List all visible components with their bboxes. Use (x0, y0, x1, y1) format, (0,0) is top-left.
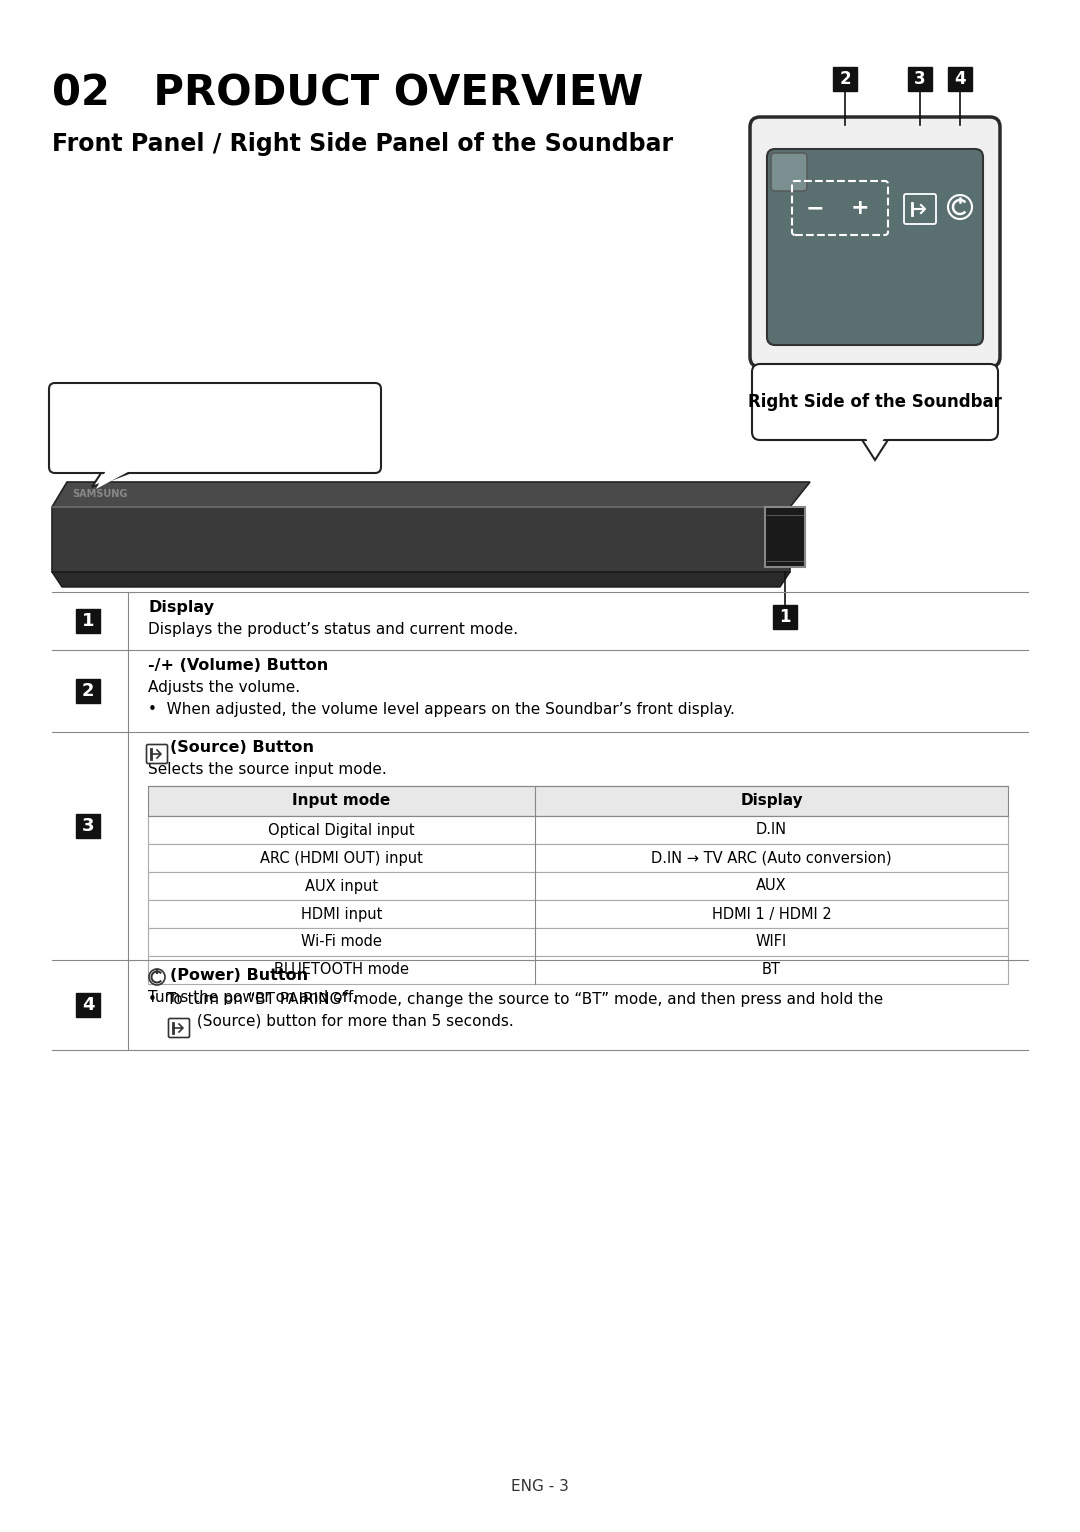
Circle shape (149, 970, 165, 985)
Bar (148, 928, 1008, 956)
FancyBboxPatch shape (168, 1019, 189, 1037)
Bar (833, 67, 858, 90)
Text: HDMI 1 / HDMI 2: HDMI 1 / HDMI 2 (712, 907, 832, 922)
Text: (Power) Button: (Power) Button (170, 968, 308, 984)
Polygon shape (96, 466, 141, 489)
FancyBboxPatch shape (765, 507, 805, 567)
Text: 3: 3 (82, 817, 94, 835)
Text: •  To turn on “BT PAIRING” mode, change the source to “BT” mode, and then press : • To turn on “BT PAIRING” mode, change t… (148, 993, 883, 1007)
Text: BLUETOOTH mode: BLUETOOTH mode (274, 962, 409, 977)
Text: •  When adjusted, the volume level appears on the Soundbar’s front display.: • When adjusted, the volume level appear… (148, 702, 734, 717)
Bar (148, 899, 1008, 928)
Text: -/+ (Volume) Button: -/+ (Volume) Button (148, 659, 328, 673)
Bar (908, 67, 932, 90)
Text: Wi-Fi mode: Wi-Fi mode (301, 935, 382, 950)
Bar (148, 872, 1008, 899)
FancyBboxPatch shape (771, 153, 807, 192)
FancyBboxPatch shape (752, 365, 998, 440)
Text: D.IN → TV ARC (Auto conversion): D.IN → TV ARC (Auto conversion) (651, 850, 892, 866)
Text: (Source) button for more than 5 seconds.: (Source) button for more than 5 seconds. (192, 1014, 514, 1030)
Text: +: + (851, 198, 869, 218)
Text: BT: BT (762, 962, 781, 977)
FancyBboxPatch shape (49, 383, 381, 473)
Polygon shape (52, 483, 810, 507)
Text: ARC (HDMI OUT) input: ARC (HDMI OUT) input (260, 850, 423, 866)
Text: Turns the power on and off.: Turns the power on and off. (148, 990, 357, 1005)
Text: SAMSUNG: SAMSUNG (72, 489, 127, 499)
Text: HDMI input: HDMI input (301, 907, 382, 922)
Text: SAMSUNG logo is located on the top.: SAMSUNG logo is located on the top. (69, 427, 365, 443)
Text: Front Panel / Right Side Panel of the Soundbar: Front Panel / Right Side Panel of the So… (52, 132, 673, 156)
Text: Position the product so that the: Position the product so that the (69, 401, 322, 417)
Text: Display: Display (148, 601, 214, 614)
Bar (148, 786, 1008, 817)
Text: ENG - 3: ENG - 3 (511, 1478, 569, 1494)
Text: 02   PRODUCT OVERVIEW: 02 PRODUCT OVERVIEW (52, 72, 644, 113)
Bar (948, 67, 972, 90)
Text: −: − (806, 198, 824, 218)
Bar (76, 679, 100, 703)
Text: Selects the source input mode.: Selects the source input mode. (148, 761, 387, 777)
Text: 4: 4 (82, 996, 94, 1014)
Polygon shape (861, 430, 889, 453)
Bar (148, 956, 1008, 984)
Text: WIFI: WIFI (756, 935, 787, 950)
FancyBboxPatch shape (750, 116, 1000, 368)
Text: Adjusts the volume.: Adjusts the volume. (148, 680, 300, 696)
Bar (76, 610, 100, 633)
Bar (148, 817, 1008, 844)
Text: 1: 1 (82, 611, 94, 630)
Polygon shape (858, 432, 893, 460)
Text: Optical Digital input: Optical Digital input (268, 823, 415, 838)
Text: 2: 2 (839, 70, 851, 87)
Text: AUX input: AUX input (305, 878, 378, 893)
Bar (76, 993, 100, 1017)
Text: Displays the product’s status and current mode.: Displays the product’s status and curren… (148, 622, 518, 637)
Text: Display: Display (740, 794, 802, 809)
Bar (773, 605, 797, 630)
FancyBboxPatch shape (767, 149, 983, 345)
FancyBboxPatch shape (147, 745, 167, 763)
Text: D.IN: D.IN (756, 823, 787, 838)
Text: Right Side of the Soundbar: Right Side of the Soundbar (748, 394, 1002, 411)
Text: 4: 4 (955, 70, 966, 87)
Text: 3: 3 (914, 70, 926, 87)
Text: Input mode: Input mode (293, 794, 391, 809)
Text: (Source) Button: (Source) Button (170, 740, 314, 755)
Polygon shape (52, 571, 789, 587)
Bar (148, 844, 1008, 872)
Bar (52, 507, 789, 571)
Polygon shape (92, 467, 145, 487)
Bar (76, 813, 100, 838)
Text: 1: 1 (780, 608, 791, 627)
Text: AUX: AUX (756, 878, 787, 893)
Text: 2: 2 (82, 682, 94, 700)
